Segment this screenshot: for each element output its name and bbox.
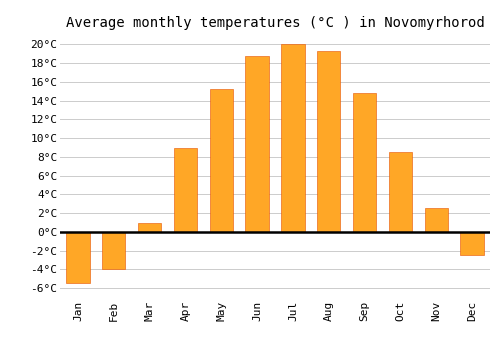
- Bar: [138, 223, 161, 232]
- Bar: [460, 232, 483, 255]
- Bar: [102, 232, 126, 270]
- Bar: [353, 93, 376, 232]
- Title: Average monthly temperatures (°C ) in Novomyrhorod: Average monthly temperatures (°C ) in No…: [66, 16, 484, 30]
- Bar: [389, 152, 412, 232]
- Bar: [66, 232, 90, 284]
- Bar: [174, 147, 197, 232]
- Bar: [317, 51, 340, 232]
- Bar: [424, 209, 448, 232]
- Bar: [210, 89, 233, 232]
- Bar: [246, 56, 268, 232]
- Bar: [282, 44, 304, 232]
